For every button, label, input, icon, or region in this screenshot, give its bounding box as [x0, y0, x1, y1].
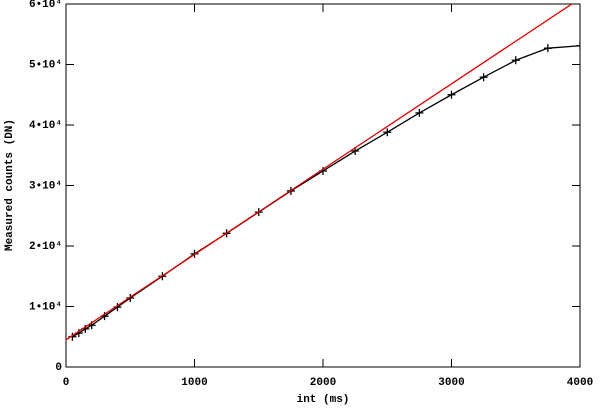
plus-marker	[511, 56, 520, 65]
y-tick-label: 6•10⁴	[29, 0, 62, 11]
x-axis-label: int (ms)	[297, 394, 350, 406]
plot-area	[66, 4, 580, 341]
data-line	[72, 45, 580, 338]
y-tick-label: 5•10⁴	[29, 59, 62, 71]
plus-marker	[576, 41, 580, 50]
x-tick-label: 0	[63, 377, 70, 389]
plot-frame	[65, 3, 581, 368]
y-tick-label: 2•10⁴	[29, 241, 62, 253]
y-tick-label: 0	[55, 362, 62, 374]
plus-marker	[126, 294, 135, 303]
plus-marker	[383, 128, 392, 137]
y-tick-label: 3•10⁴	[29, 180, 62, 192]
plus-marker	[447, 90, 456, 99]
x-tick-label: 3000	[438, 377, 464, 389]
y-axis-label: Measured counts (DN)	[4, 119, 16, 251]
data-line	[66, 4, 573, 341]
plus-marker	[543, 44, 552, 53]
x-tick-label: 4000	[567, 377, 593, 389]
y-tick-label: 1•10⁴	[29, 301, 62, 313]
plus-marker	[479, 73, 488, 82]
x-tick-label: 2000	[310, 377, 336, 389]
x-tick-label: 1000	[181, 377, 207, 389]
plus-marker	[415, 108, 424, 117]
y-tick-label: 4•10⁴	[29, 120, 62, 132]
